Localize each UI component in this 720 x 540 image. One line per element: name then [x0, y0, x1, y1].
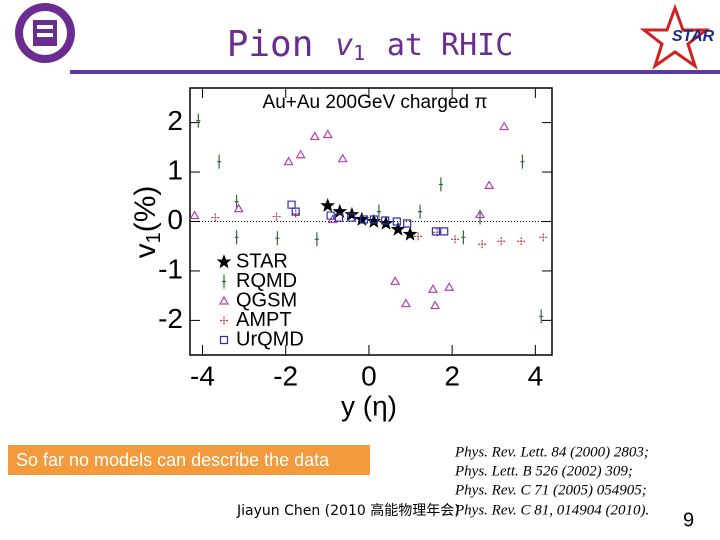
data-point — [430, 300, 441, 310]
reference: Phys. Lett. B 526 (2002) 309; — [454, 463, 633, 479]
y-tick-label: -2 — [158, 303, 183, 334]
x-tick-label: 2 — [444, 360, 460, 391]
data-point — [517, 237, 526, 246]
chart-title: Au+Au 200GeV charged π — [263, 92, 488, 113]
title-part: 1 — [353, 41, 365, 65]
data-point — [211, 213, 220, 222]
data-point — [291, 209, 300, 218]
legend-marker — [222, 274, 226, 289]
y-label-part: 1 — [143, 232, 165, 243]
data-point — [189, 210, 200, 220]
y-axis-label: v1(%) — [129, 186, 165, 259]
y-label-part: v — [129, 243, 162, 258]
legend-label: AMPT — [236, 309, 292, 331]
data-point — [474, 209, 486, 219]
legend-label: RQMD — [236, 270, 297, 292]
y-tick-label: 2 — [167, 105, 183, 136]
logo-text: STAR — [672, 28, 715, 45]
data-point — [539, 309, 544, 324]
data-point — [390, 276, 401, 285]
data-point — [431, 227, 441, 236]
star-logo: STAR — [639, 3, 715, 70]
data-point — [334, 213, 344, 222]
data-point — [314, 232, 319, 247]
data-point — [427, 284, 439, 293]
data-point — [414, 232, 423, 241]
x-tick-label: 0 — [361, 360, 377, 391]
data-point — [366, 213, 382, 228]
data-point — [234, 230, 239, 245]
legend-label: QGSM — [236, 289, 297, 311]
data-point — [418, 204, 423, 219]
page-number: 9 — [683, 509, 694, 531]
note-box — [8, 445, 370, 475]
title-part: Pion — [227, 24, 314, 65]
data-point — [499, 121, 510, 131]
university-logo — [15, 3, 75, 63]
legend-marker — [219, 335, 229, 345]
y-label-part: (%) — [129, 186, 162, 233]
data-point — [283, 156, 294, 166]
reference: Phys. Rev. C 71 (2005) 054905; — [454, 482, 647, 498]
data-point — [337, 153, 348, 163]
x-tick-label: -4 — [190, 360, 215, 391]
data-point — [272, 212, 281, 221]
reference: Phys. Rev. C 81, 014904 (2010). — [454, 502, 649, 518]
data-point — [359, 215, 369, 224]
y-tick-label: 1 — [167, 154, 183, 185]
data-point — [497, 237, 506, 246]
data-point — [320, 197, 336, 212]
data-point — [275, 231, 280, 246]
legend-marker — [220, 316, 228, 325]
data-point — [438, 177, 443, 192]
data-point — [400, 298, 411, 308]
y-tick-label: -1 — [158, 253, 183, 284]
title-part: v — [335, 28, 353, 63]
data-point — [390, 221, 406, 236]
data-point — [461, 230, 466, 245]
data-point — [402, 226, 418, 241]
data-point — [520, 154, 525, 169]
reference: Phys. Rev. Lett. 84 (2000) 2803; — [454, 444, 649, 460]
data-point — [346, 213, 356, 222]
legend-label: UrQMD — [236, 328, 304, 350]
data-point — [369, 215, 379, 224]
data-point — [322, 129, 333, 139]
x-tick-label: 4 — [528, 360, 544, 391]
data-point — [484, 180, 495, 190]
data-point — [444, 282, 455, 291]
legend-marker — [216, 254, 232, 269]
legend-marker — [218, 295, 230, 305]
data-point — [440, 227, 449, 236]
legend-label: STAR — [236, 250, 288, 272]
data-point — [295, 149, 306, 159]
slide-title: Pion v1 at RHIC — [227, 24, 514, 73]
data-point — [309, 131, 320, 141]
data-point — [539, 233, 548, 242]
data-point — [478, 240, 487, 249]
x-axis-label: y (η) — [341, 390, 397, 421]
data-point — [196, 113, 201, 128]
data-point — [392, 217, 401, 226]
x-tick-label: -2 — [273, 360, 298, 391]
data-point — [451, 235, 460, 244]
note-text: So far no models can describe the data — [16, 450, 330, 470]
title-part: at RHIC — [387, 28, 513, 63]
data-point — [234, 194, 239, 209]
data-point — [381, 216, 390, 225]
data-point — [326, 211, 335, 220]
data-point — [403, 219, 412, 228]
data-point — [291, 207, 300, 216]
data-point — [287, 200, 296, 209]
data-point — [376, 204, 381, 219]
data-point — [233, 203, 244, 213]
y-tick-label: 0 — [167, 204, 183, 235]
data-point — [217, 154, 222, 169]
data-point — [354, 211, 370, 226]
author: Jiayun Chen (2010 高能物理年会) — [236, 502, 460, 519]
